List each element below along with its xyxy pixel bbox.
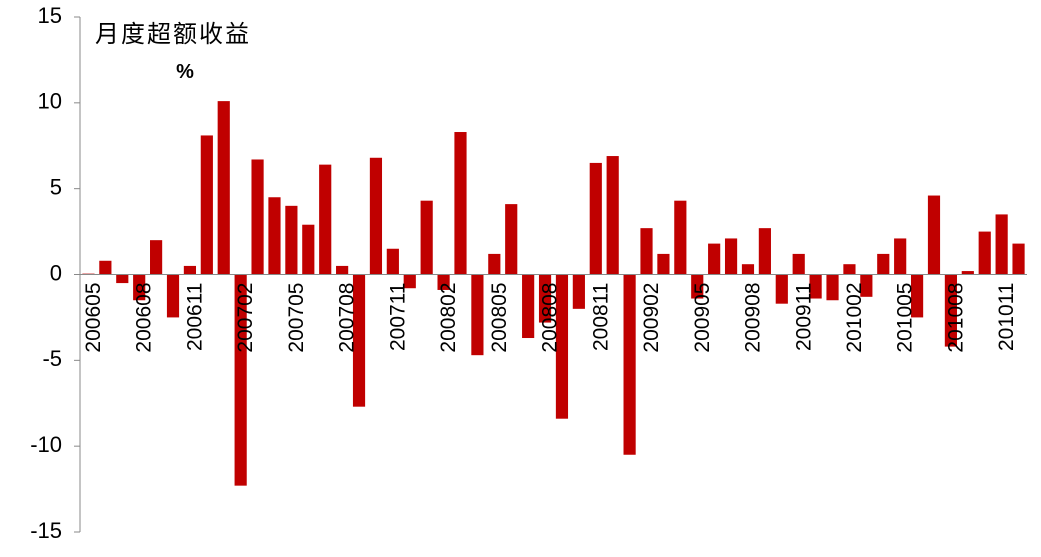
x-tick-label: 200902 xyxy=(640,283,663,353)
bar xyxy=(961,271,974,275)
bar xyxy=(488,253,501,275)
bar xyxy=(927,195,941,275)
x-tick-label: 200811 xyxy=(589,283,612,352)
bar xyxy=(724,238,738,275)
bar xyxy=(403,274,416,289)
bar xyxy=(352,274,366,407)
bar xyxy=(285,205,298,275)
bar xyxy=(792,253,805,275)
x-tick-label: 200708 xyxy=(336,283,359,353)
bar xyxy=(454,132,467,275)
x-tick-label: 200608 xyxy=(133,283,156,353)
bar xyxy=(674,200,687,275)
bar xyxy=(691,274,704,299)
bar xyxy=(640,228,653,275)
bar xyxy=(116,274,129,284)
bar xyxy=(420,200,433,275)
x-tick-label: 200911 xyxy=(792,283,815,352)
x-tick-label: 201002 xyxy=(843,283,866,353)
bar xyxy=(860,274,873,297)
bar xyxy=(386,248,399,275)
x-tick-label: 201005 xyxy=(894,283,917,353)
bar xyxy=(623,274,636,455)
x-tick-label: 200611 xyxy=(183,283,206,352)
bar xyxy=(234,274,247,486)
bar xyxy=(877,253,890,275)
bar xyxy=(708,243,721,275)
bar xyxy=(894,238,907,275)
bar xyxy=(606,156,619,275)
y-tick-label: 5 xyxy=(50,174,62,199)
bar xyxy=(775,274,788,304)
x-tick-label: 200805 xyxy=(488,283,511,353)
x-tick-label: 200808 xyxy=(539,283,562,353)
bar xyxy=(809,274,822,299)
bar xyxy=(758,228,771,275)
bar xyxy=(589,162,602,275)
bar xyxy=(268,197,281,275)
x-tick-label: 201008 xyxy=(944,283,967,353)
x-tick-label: 200702 xyxy=(234,283,257,353)
x-tick-label: 201011 xyxy=(995,283,1018,352)
x-tick-label: 200605 xyxy=(82,283,105,353)
y-tick-label: -5 xyxy=(42,346,62,371)
bar xyxy=(251,159,264,275)
bar xyxy=(826,274,839,301)
bar xyxy=(978,231,991,275)
bar xyxy=(200,135,213,275)
chart-title: 月度超额收益 xyxy=(95,21,251,48)
x-tick-label: 200711 xyxy=(386,283,409,352)
y-unit: % xyxy=(176,61,194,83)
bar xyxy=(741,264,755,275)
bar xyxy=(910,274,924,318)
bar xyxy=(505,204,518,275)
bar xyxy=(995,214,1008,275)
y-tick-label: -10 xyxy=(30,432,62,457)
bar xyxy=(555,274,569,419)
x-tick-label: 200905 xyxy=(691,283,714,353)
bar xyxy=(369,157,383,275)
y-tick-label: 0 xyxy=(50,260,62,285)
bar xyxy=(99,260,112,275)
bar xyxy=(183,265,197,275)
bar xyxy=(657,253,670,275)
bar xyxy=(522,274,535,339)
bar xyxy=(437,274,450,290)
bar xyxy=(319,164,332,275)
bar xyxy=(1012,243,1025,275)
y-tick-label: 15 xyxy=(38,3,62,28)
bar xyxy=(471,274,484,356)
bar xyxy=(166,274,180,318)
bar xyxy=(572,274,585,309)
x-tick-label: 200802 xyxy=(437,282,460,352)
y-tick-label: -15 xyxy=(30,518,62,543)
x-tick-label: 200908 xyxy=(742,283,765,353)
bar xyxy=(217,101,230,275)
y-tick-label: 10 xyxy=(38,89,62,114)
bar xyxy=(150,240,163,275)
bar xyxy=(133,274,146,301)
bar xyxy=(336,265,349,275)
bar xyxy=(944,274,957,347)
bar xyxy=(302,224,315,275)
bar xyxy=(538,274,552,323)
bar xyxy=(843,264,856,275)
x-tick-label: 200705 xyxy=(285,283,308,353)
